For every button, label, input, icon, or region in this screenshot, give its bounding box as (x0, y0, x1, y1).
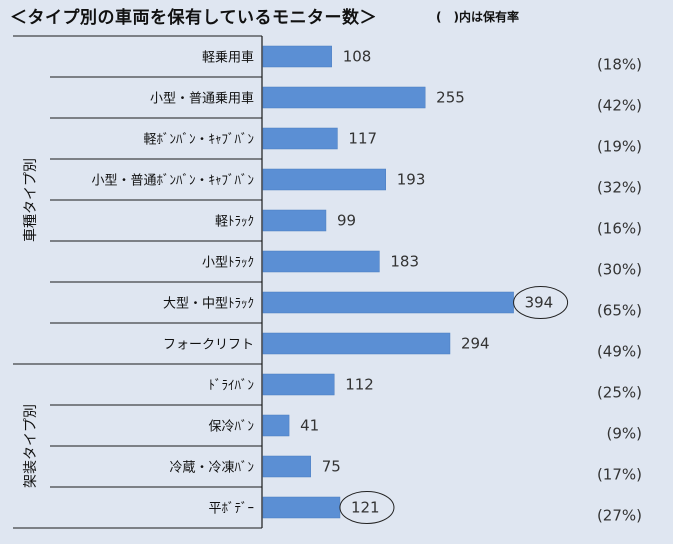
bar (262, 168, 386, 191)
category-label: 軽乗用車 (202, 51, 254, 66)
bar (262, 455, 311, 478)
value-label: 99 (337, 212, 356, 230)
category-label: ﾄﾞﾗｲﾊﾞﾝ (209, 379, 255, 394)
rate-label: (49%) (597, 343, 642, 361)
rate-label: (18%) (597, 56, 642, 74)
rate-note: ( )内は保有率 (436, 10, 519, 24)
highlight-circle (339, 491, 395, 524)
category-label: 冷蔵・冷凍ﾊﾞﾝ (169, 460, 254, 476)
bar (262, 250, 380, 273)
category-label: 大型・中型ﾄﾗｯｸ (163, 297, 254, 312)
value-label: 108 (343, 48, 372, 66)
category-label: フォークリフト (163, 338, 254, 353)
chart-title: ＜タイプ別の車両を保有しているモニター数＞ (10, 8, 377, 28)
rate-label: (9%) (606, 425, 642, 443)
bar (262, 209, 327, 232)
rate-label: (42%) (597, 97, 642, 115)
rate-label: (25%) (597, 384, 642, 402)
value-label: 117 (348, 130, 377, 148)
value-label: 193 (397, 171, 426, 189)
value-label: 255 (436, 89, 465, 107)
category-label: 小型・普通乗用車 (150, 92, 254, 107)
value-label: 121 (351, 499, 380, 517)
value-label: 394 (525, 294, 554, 312)
bar (262, 373, 335, 396)
category-label: 軽ﾄﾗｯｸ (215, 215, 254, 230)
highlight-circle (513, 286, 569, 319)
bar (262, 45, 332, 68)
bar (262, 496, 341, 519)
rate-label: (32%) (597, 179, 642, 197)
bar (262, 291, 514, 314)
value-label: 75 (322, 458, 341, 476)
value-label: 294 (461, 335, 490, 353)
category-label: 保冷ﾊﾞﾝ (208, 420, 254, 435)
category-label: 小型ﾄﾗｯｸ (202, 256, 254, 271)
bar (262, 332, 451, 355)
rate-label: (17%) (597, 466, 642, 484)
bar (262, 86, 426, 109)
rate-label: (30%) (597, 261, 642, 279)
rate-label: (19%) (597, 138, 642, 156)
value-label: 41 (300, 417, 319, 435)
bar (262, 127, 338, 150)
rate-label: (27%) (597, 507, 642, 525)
value-label: 112 (345, 376, 374, 394)
group-label: 架装タイプ別 (23, 404, 39, 488)
rate-label: (16%) (597, 220, 642, 238)
bar (262, 414, 290, 437)
group-label: 車種タイプ別 (22, 158, 39, 242)
rate-label: (65%) (597, 302, 642, 320)
category-label: 軽ﾎﾞﾝﾊﾞﾝ・ｷｬﾌﾞﾊﾞﾝ (143, 133, 254, 148)
category-label: 平ﾎﾞﾃﾞｰ (208, 502, 254, 517)
category-label: 小型・普通ﾎﾞﾝﾊﾞﾝ・ｷｬﾌﾞﾊﾞﾝ (91, 174, 254, 189)
value-label: 183 (390, 253, 419, 271)
